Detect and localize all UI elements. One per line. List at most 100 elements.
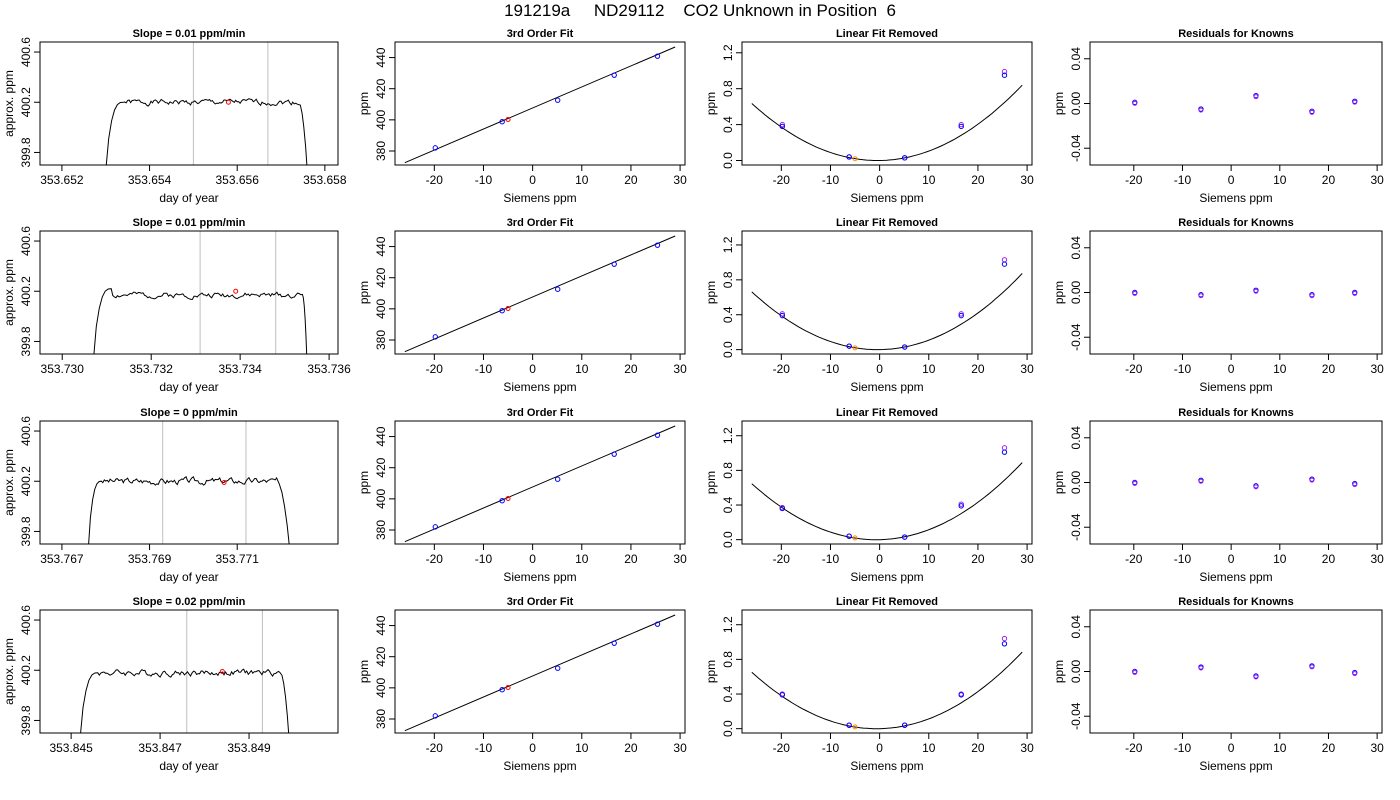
- y-axis-label: ppm: [1052, 471, 1066, 494]
- known-point-alt: [1253, 484, 1259, 490]
- x-tick-label: 30: [673, 173, 687, 187]
- x-tick-label: 20: [971, 173, 985, 187]
- known-point: [1001, 261, 1008, 267]
- y-tick-label: 380: [374, 330, 388, 350]
- fit-line: [404, 425, 676, 543]
- y-tick-label: 0.00: [1069, 470, 1083, 494]
- x-axis-label: Siemens ppm: [850, 380, 923, 394]
- x-tick-label: 30: [1370, 552, 1384, 566]
- x-axis-label: Siemens ppm: [850, 570, 923, 584]
- known-point: [846, 722, 852, 728]
- y-tick-label: 440: [374, 615, 388, 635]
- x-tick-label: 20: [1322, 552, 1336, 566]
- y-tick-label: 0.0: [721, 341, 735, 358]
- plot-frame: [741, 609, 1033, 734]
- panel-title: 3rd Order Fit: [507, 28, 574, 40]
- y-tick-label: 1.2: [721, 236, 735, 253]
- y-axis-label: approx. ppm: [2, 449, 16, 516]
- x-tick-label: 20: [971, 362, 985, 376]
- known-point: [779, 312, 786, 319]
- y-axis-label: ppm: [1052, 281, 1066, 304]
- figure-title: 191219a ND29112 CO2 Unknown in Position …: [504, 1, 896, 20]
- x-tick-label: -20: [773, 362, 791, 376]
- unknown-point: [505, 306, 511, 312]
- y-axis-label: approx. ppm: [2, 259, 16, 326]
- x-tick-label: 30: [1020, 741, 1034, 755]
- panel-4-1: Slope = 0.02 ppm/min day of year approx. p…: [2, 596, 339, 773]
- x-tick-label: -20: [773, 173, 791, 187]
- plot-frame: [1089, 609, 1383, 734]
- panel-4-2: 3rd Order Fit Siemens ppm ppm -20 -10 0 10 20 30…: [357, 596, 687, 773]
- known-point-alt: [1352, 482, 1358, 488]
- y-axis-label: ppm: [357, 92, 371, 115]
- known-point-alt: [958, 501, 964, 507]
- y-tick-label: 0.8: [721, 271, 735, 288]
- known-point: [554, 665, 561, 671]
- x-tick-label: 353.769: [128, 552, 172, 566]
- x-axis-label: Siemens ppm: [503, 380, 576, 394]
- y-tick-label: 399.8: [19, 326, 33, 356]
- y-tick-label: 400: [374, 110, 388, 130]
- plot-frame: [39, 420, 339, 545]
- unknown-point: [852, 345, 858, 351]
- y-tick-label: 440: [374, 47, 388, 67]
- known-point: [432, 524, 439, 530]
- panel-4-4: Residuals for Knowns Siemens ppm ppm -20 -10…: [1052, 596, 1384, 773]
- unknown-point: [233, 288, 239, 294]
- known-point-alt: [1132, 481, 1138, 486]
- x-tick-label: 0: [529, 173, 536, 187]
- known-point: [554, 97, 561, 103]
- known-point: [654, 432, 661, 438]
- known-point: [654, 621, 661, 627]
- known-point: [846, 533, 852, 539]
- fit-curve: [751, 462, 1023, 541]
- known-point: [654, 242, 661, 248]
- unknown-point: [219, 669, 225, 674]
- y-axis-label: ppm: [1052, 92, 1066, 115]
- y-tick-label: 399.8: [19, 705, 33, 735]
- x-tick-label: 30: [1020, 173, 1034, 187]
- y-tick-label: 380: [374, 709, 388, 729]
- fit-line: [404, 46, 676, 164]
- y-tick-label: 400.2: [19, 276, 33, 306]
- x-tick-label: 353.736: [307, 362, 351, 376]
- y-tick-label: 400.2: [19, 655, 33, 685]
- panel-title: 3rd Order Fit: [507, 407, 574, 419]
- known-point-alt: [1309, 293, 1315, 299]
- x-tick-label: 353.656: [216, 173, 260, 187]
- known-point: [499, 119, 505, 125]
- y-tick-label: 0.00: [1069, 659, 1083, 683]
- x-tick-label: -20: [1125, 173, 1143, 187]
- known-point: [958, 312, 964, 319]
- x-tick-label: 20: [624, 173, 638, 187]
- unknown-point: [505, 117, 511, 123]
- panel-title: Linear Fit Removed: [836, 28, 938, 40]
- x-tick-label: 20: [624, 552, 638, 566]
- x-axis-label: Siemens ppm: [1199, 570, 1272, 584]
- y-tick-label: 0.04: [1069, 426, 1083, 450]
- plot-area: [751, 445, 1023, 541]
- y-axis-label: approx. ppm: [2, 638, 16, 705]
- y-tick-label: 0.04: [1069, 615, 1083, 639]
- y-tick-label: 0.00: [1069, 91, 1083, 115]
- known-point: [499, 498, 505, 504]
- x-tick-label: 353.734: [218, 362, 262, 376]
- x-tick-label: 0: [529, 552, 536, 566]
- plot-frame: [741, 41, 1033, 166]
- x-tick-label: 0: [1228, 362, 1235, 376]
- plot-area: [105, 42, 308, 165]
- x-tick-label: 20: [1322, 741, 1336, 755]
- known-point-alt: [1198, 665, 1204, 671]
- fit-curve: [751, 84, 1023, 161]
- panel-1-1: Slope = 0.01 ppm/min day of year approx. p…: [2, 28, 347, 205]
- x-axis-label: Siemens ppm: [850, 759, 923, 773]
- plot-area: [88, 421, 290, 544]
- y-tick-label: 0.04: [1069, 236, 1083, 260]
- x-tick-label: 10: [575, 741, 589, 755]
- y-tick-label: 440: [374, 236, 388, 256]
- x-tick-label: 10: [1273, 173, 1287, 187]
- y-tick-label: 400.2: [19, 466, 33, 496]
- panel-3-2: 3rd Order Fit Siemens ppm ppm -20 -10 0 10 20 30…: [357, 407, 687, 584]
- y-tick-label: 0.0: [721, 152, 735, 169]
- known-point-alt: [1309, 477, 1315, 483]
